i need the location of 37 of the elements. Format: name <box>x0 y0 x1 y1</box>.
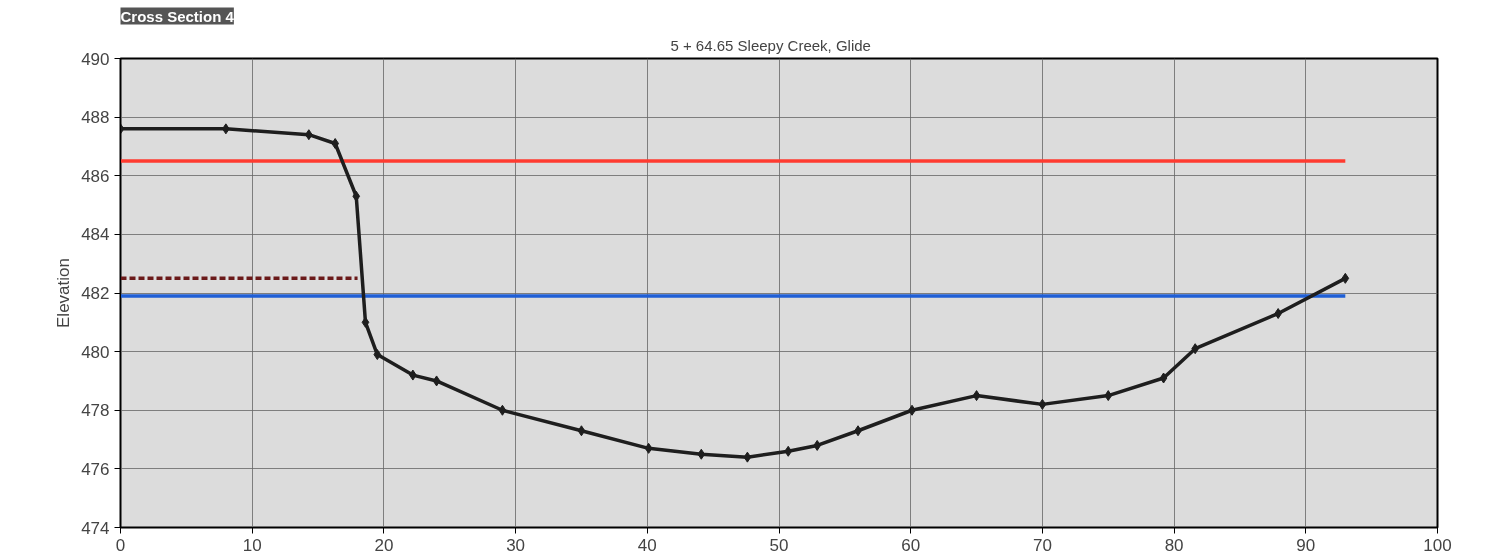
x-tick-label: 30 <box>506 535 526 553</box>
point <box>1341 272 1350 284</box>
chart-title: Cross Section 4 <box>120 7 235 25</box>
x-tick-label: 0 <box>115 535 126 553</box>
y-tick-label: 486 <box>81 166 110 186</box>
point <box>432 375 441 387</box>
point <box>813 439 822 451</box>
x-tick-label: 90 <box>1296 535 1316 553</box>
chart-subtitle: 5 + 64.65 Sleepy Creek, Glide <box>670 36 871 54</box>
x-tick-label: 50 <box>769 535 789 553</box>
point <box>1104 390 1113 402</box>
point <box>498 404 507 416</box>
point <box>644 442 653 454</box>
point <box>577 425 586 437</box>
y-tick-label: 490 <box>81 49 110 69</box>
y-tick-label: 478 <box>81 401 110 421</box>
y-axis-title: Elevation <box>54 258 74 328</box>
y-tick-label: 476 <box>81 459 110 479</box>
point <box>1038 398 1047 410</box>
x-tick-label: 70 <box>1032 535 1052 553</box>
x-tick-label: 60 <box>901 535 921 553</box>
point <box>1159 372 1168 384</box>
x-tick-label: 100 <box>1423 535 1452 553</box>
point <box>1191 343 1200 355</box>
y-tick-label: 480 <box>81 342 110 362</box>
point <box>972 390 981 402</box>
y-tick-label: 484 <box>81 225 110 245</box>
x-tick-label: 10 <box>242 535 262 553</box>
y-tick-label: 482 <box>81 284 110 303</box>
y-tick-label: 488 <box>81 108 110 128</box>
point <box>373 349 382 361</box>
x-tick-label: 20 <box>374 535 394 553</box>
y-tick-label: 474 <box>81 518 110 538</box>
point <box>743 451 752 463</box>
x-tick-label: 80 <box>1164 535 1184 553</box>
x-tick-label: 40 <box>637 535 657 553</box>
point <box>784 445 793 457</box>
